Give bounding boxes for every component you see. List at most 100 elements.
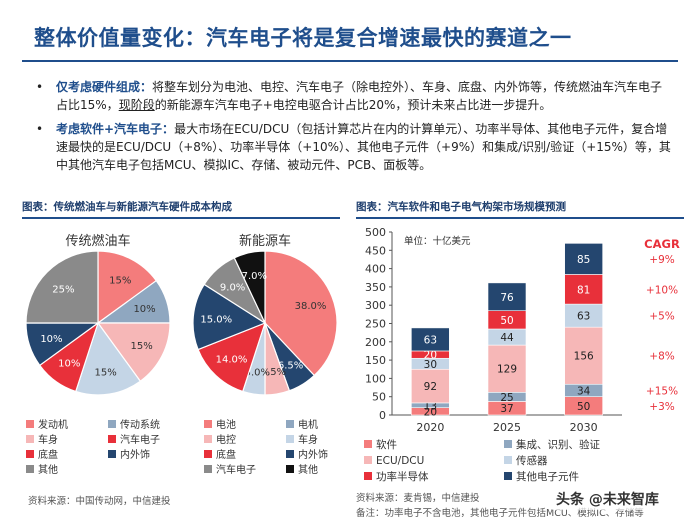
bar-segment-label: 50	[500, 315, 513, 327]
bar-legend-swatch	[364, 440, 372, 448]
pie-slice	[97, 250, 158, 325]
bullet-dot-icon: •	[36, 122, 44, 136]
y-tick-label: 50	[372, 391, 386, 404]
pie-slice-label: 10%	[40, 334, 62, 345]
legend-nev-swatch	[286, 450, 294, 458]
pie-slice	[25, 250, 99, 324]
left-pie-charts: 传统燃油车15%10%15%15%10%10%25%新能源车38.0%6.5%5…	[25, 233, 338, 476]
legend-nev-swatch	[286, 465, 294, 473]
bullet-dot-icon: •	[36, 80, 44, 94]
pie-slice	[233, 250, 266, 324]
pie-slice	[197, 321, 266, 393]
pie-slice-label: 6.5%	[278, 361, 303, 372]
legend-nev-label: 电机	[298, 418, 318, 431]
legend-nev-swatch	[286, 420, 294, 428]
bar-legend-label: 其他电子元件	[516, 470, 579, 483]
cagr-value: +15%	[646, 385, 678, 397]
pie-slice-label: 7.0%	[242, 271, 267, 282]
unit-label: 单位：十亿美元	[404, 235, 471, 247]
pie-title: 新能源车	[239, 233, 291, 249]
bar-segment-label: 156	[574, 351, 594, 363]
bar-legend-label: ECU/DCU	[376, 455, 424, 467]
bar-segment	[564, 243, 603, 275]
bar-segment-label: 34	[577, 385, 591, 397]
pie-slice	[192, 283, 267, 351]
pie-slice-label: 10%	[58, 359, 80, 370]
pie-slice	[264, 250, 338, 377]
legend-ice-label: 车身	[38, 433, 58, 446]
legend-nev-swatch	[204, 465, 212, 473]
y-tick-label: 0	[379, 409, 386, 422]
pie-slice-label: 15%	[131, 341, 153, 352]
legend-nev-label: 内外饰	[298, 448, 328, 461]
right-source: 资料来源：麦肯锡，中信建投	[356, 493, 480, 504]
bullet-lead: 考虑软件+汽车电子：	[56, 122, 175, 136]
left-panel-rule	[22, 217, 340, 219]
bar-segment-label: 76	[500, 292, 514, 304]
bar-segment-label: 63	[577, 311, 590, 323]
bar-legend-swatch	[504, 440, 512, 448]
legend-ice-swatch	[26, 435, 34, 443]
legend-ice-label: 传动系统	[120, 418, 160, 431]
bar-legend-swatch	[364, 456, 372, 464]
left-source: 资料来源：中国传动网，中信建投	[28, 496, 171, 507]
title-divider	[22, 60, 678, 62]
bar-segment-label: 85	[577, 254, 590, 266]
pie-slice-label: 38.0%	[295, 301, 327, 312]
bullet-software: • 考虑软件+汽车电子：最大市场在ECU/DCU（包括计算芯片在内的计算单元）、…	[34, 120, 674, 174]
bar-legend-label: 软件	[376, 438, 397, 451]
pie-slice-label: 15.0%	[200, 314, 232, 325]
legend-ice-label: 其他	[38, 463, 58, 476]
x-tick-label: 2020	[416, 421, 444, 434]
bar-legend-label: 集成、识别、验证	[516, 438, 600, 451]
bar-segment-label: 25	[500, 392, 513, 404]
bar-legend-swatch	[504, 456, 512, 464]
y-tick-label: 350	[365, 281, 386, 294]
y-tick-label: 150	[365, 354, 386, 367]
bar-segment	[564, 326, 603, 385]
x-tick-label: 2025	[493, 421, 521, 434]
bar-segment	[411, 368, 450, 404]
bar-segment	[564, 274, 603, 305]
legend-nev-swatch	[286, 435, 294, 443]
legend-nev-swatch	[204, 450, 212, 458]
cagr-title: CAGR	[644, 237, 680, 251]
cagr-value: +10%	[646, 284, 678, 296]
legend-ice-swatch	[108, 435, 116, 443]
bar-segment-label: 20	[424, 406, 437, 418]
bullet-text-tail: 的新能源车汽车电子+电控电驱合计占比20%，预计未来占比进一步提升。	[154, 98, 552, 112]
pie-slice-label: 9.0%	[220, 282, 245, 293]
bar-segment-label: 63	[424, 334, 437, 346]
legend-nev-label: 其他	[298, 463, 318, 476]
pie-slice-label: 25%	[52, 284, 74, 295]
legend-ice-swatch	[26, 465, 34, 473]
pie-slice	[74, 321, 142, 396]
pie-slice-label: 5.5%	[261, 367, 286, 378]
bar-legend-label: 传感器	[516, 454, 548, 467]
legend-nev-label: 电控	[216, 433, 236, 446]
y-tick-label: 450	[365, 244, 386, 257]
bullet-text: 将整车划分为电池、电控、汽车电子（除电控外）、车身、底盘、内外饰等，传统燃油车汽…	[56, 80, 663, 112]
bar-segment-label: 13	[424, 400, 437, 412]
pie-slice-label: 10%	[133, 304, 155, 315]
bar-segment-label: 37	[500, 403, 513, 415]
pie-title: 传统燃油车	[65, 233, 130, 249]
page-title: 整体价值量变化：汽车电子将是复合增速最快的赛道之一	[34, 26, 572, 50]
bullet-emphasis: 现阶段	[118, 98, 155, 112]
y-tick-label: 400	[365, 263, 386, 276]
bar-segment-label: 30	[424, 359, 437, 371]
bar-segment-label: 129	[497, 364, 517, 376]
bullet-list: • 仅考虑硬件组成：将整车划分为电池、电控、汽车电子（除电控外）、车身、底盘、内…	[34, 78, 674, 180]
legend-ice-label: 汽车电子	[120, 433, 160, 446]
bullet-hardware: • 仅考虑硬件组成：将整车划分为电池、电控、汽车电子（除电控外）、车身、底盘、内…	[34, 78, 674, 114]
bar-segment	[487, 344, 527, 393]
cagr-value: +3%	[649, 401, 674, 413]
y-tick-label: 300	[365, 299, 386, 312]
bar-segment-label: 44	[500, 332, 514, 344]
bar-segment-label: 92	[424, 381, 437, 393]
legend-nev-label: 电池	[216, 418, 236, 431]
pie-slice-label: 15%	[109, 275, 131, 286]
bar-legend-swatch	[504, 472, 512, 480]
legend-ice-label: 内外饰	[120, 448, 150, 461]
y-tick-label: 250	[365, 318, 386, 331]
